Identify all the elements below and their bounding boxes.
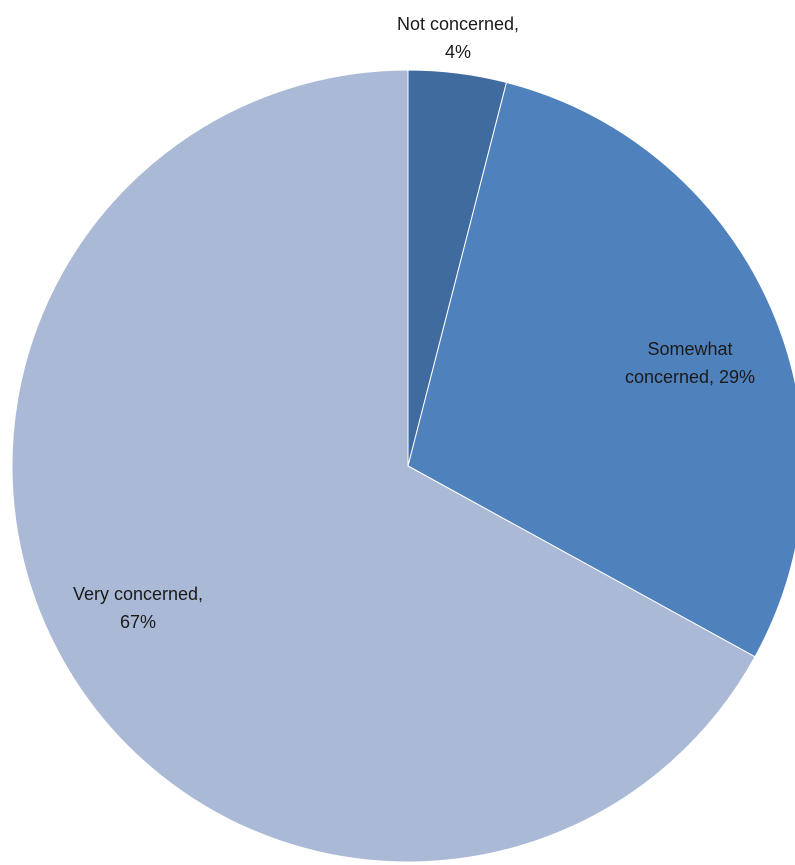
pie-slices <box>11 69 795 863</box>
data-label-line: Very concerned, <box>73 584 203 604</box>
data-label-line: Somewhat <box>647 339 732 359</box>
data-label-line: concerned, 29% <box>625 367 755 387</box>
data-label-line: Not concerned, <box>397 14 519 34</box>
pie-labels: Not concerned, 4% Somewhat concerned, 29% Ve… <box>73 14 755 632</box>
data-label-line: 67% <box>120 612 156 632</box>
data-label-not-concerned: Not concerned, 4% <box>397 14 519 62</box>
data-label-somewhat-concerned: Somewhat concerned, 29% <box>625 339 755 387</box>
pie-slice-very-concerned <box>11 69 756 863</box>
data-label-line: 4% <box>445 42 471 62</box>
pie-slice-somewhat-concerned <box>407 81 795 658</box>
data-label-very-concerned: Very concerned, 67% <box>73 584 203 632</box>
